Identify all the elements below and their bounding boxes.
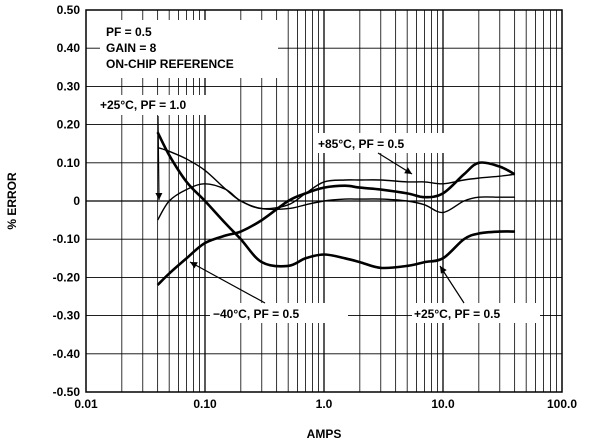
y-axis-title: % ERROR (5, 172, 19, 230)
y-tick-label: 0 (73, 194, 80, 208)
annotation-box (315, 133, 455, 153)
annotation-arrowhead (155, 193, 163, 200)
x-tick-label: 0.10 (193, 397, 217, 411)
annotation-label: +25°C, PF = 0.5 (414, 307, 501, 321)
condition-note: ON-CHIP REFERENCE (106, 57, 234, 71)
x-tick-label: 10.0 (431, 397, 455, 411)
annotation-arrowhead (190, 262, 198, 269)
y-tick-label: 0.50 (57, 3, 81, 17)
annotation-arrowhead (404, 167, 412, 174)
series-line (156, 161, 516, 286)
x-axis-title: AMPS (307, 427, 342, 441)
y-tick-label: -0.40 (53, 347, 81, 361)
y-tick-label: -0.20 (53, 270, 81, 284)
x-tick-label: 100.0 (547, 397, 577, 411)
plot-frame (85, 9, 563, 393)
y-tick-label: -0.10 (53, 232, 81, 246)
y-tick-label: 0.10 (57, 156, 81, 170)
condition-note: GAIN = 8 (106, 41, 157, 55)
y-tick-label: -0.30 (53, 309, 81, 323)
annotation-label: −40°C, PF = 0.5 (213, 307, 300, 321)
y-tick-label: 0.40 (57, 41, 81, 55)
series-line (156, 131, 515, 270)
series-lines (156, 131, 516, 286)
annotation-leader (439, 265, 465, 304)
y-tick-label: -0.50 (53, 385, 81, 399)
annotation-box (210, 303, 348, 323)
annotation-box (98, 95, 238, 115)
conditions-box (100, 20, 278, 78)
annotation-label: +25°C, PF = 1.0 (100, 98, 187, 112)
series-line (157, 146, 515, 214)
series-line (156, 173, 515, 221)
label-boxes: PF = 0.5 GAIN = 8 ON-CHIP REFERENCE +25°C, … (98, 20, 540, 323)
y-tick-label: 0.20 (57, 118, 81, 132)
annotation-arrowhead (440, 266, 447, 274)
x-tick-label: 1.0 (316, 397, 333, 411)
y-tick-label: 0.30 (57, 79, 81, 93)
annotation-leader (189, 261, 266, 304)
x-tick-label: 0.01 (74, 397, 98, 411)
tick-labels: 0.50 0.40 0.30 0.20 0.10 0 -0.10 -0.20 -0.30 -0.4… (53, 3, 578, 411)
condition-note: PF = 0.5 (106, 25, 152, 39)
annotation-box (412, 303, 540, 323)
annotation-leader (157, 115, 160, 201)
annotation-label: +85°C, PF = 0.5 (318, 137, 405, 151)
